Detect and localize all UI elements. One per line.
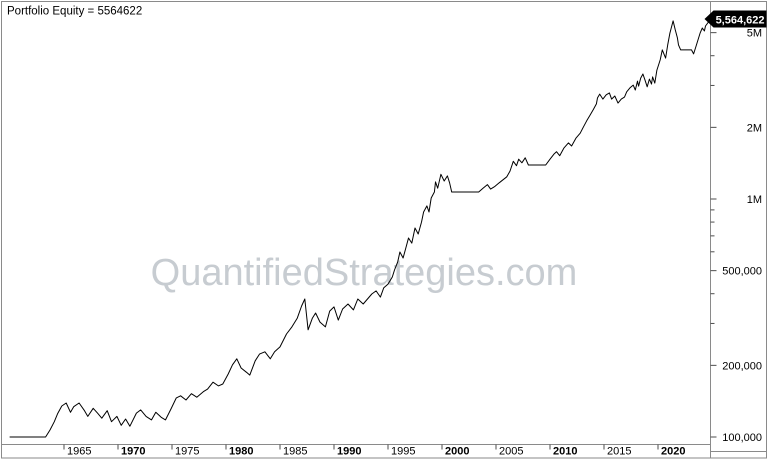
x-tick-label: 1975 (175, 446, 199, 458)
y-tick-label: 2M (747, 122, 762, 134)
x-tick-label: 2000 (445, 446, 469, 458)
last-value-flag-shape (704, 10, 767, 28)
x-tick-label: 2020 (661, 446, 685, 458)
chart-title: Portfolio Equity = 5564622 (7, 6, 142, 18)
x-tick-label: 2005 (499, 446, 523, 458)
y-tick-label: 100,000 (722, 432, 762, 444)
last-value-flag: 5,564,622 (704, 10, 767, 28)
x-tick-label: 1985 (283, 446, 307, 458)
equity-line-series (9, 20, 710, 438)
last-value-label: 5,564,622 (716, 15, 765, 27)
x-tick-label: 1965 (67, 446, 91, 458)
x-tick-label: 2015 (607, 446, 631, 458)
y-axis: 5M 2M 1M 500,000 200,000 100,000 (710, 28, 762, 444)
y-tick-label: 1M (747, 194, 762, 206)
y-tick-label: 5M (747, 28, 762, 40)
x-axis: 1965 1970 1975 1980 1985 1990 1995 2000 2005 2010… (63, 444, 685, 458)
x-tick-label: 1990 (337, 446, 361, 458)
watermark: QuantifiedStrategies.com (151, 252, 578, 294)
x-tick-label: 1980 (229, 446, 253, 458)
x-tick-label: 1970 (121, 446, 145, 458)
x-tick-label: 1995 (391, 446, 415, 458)
x-tick-label: 2010 (553, 446, 577, 458)
y-tick-label: 200,000 (722, 360, 762, 372)
y-tick-label: 500,000 (722, 266, 762, 278)
